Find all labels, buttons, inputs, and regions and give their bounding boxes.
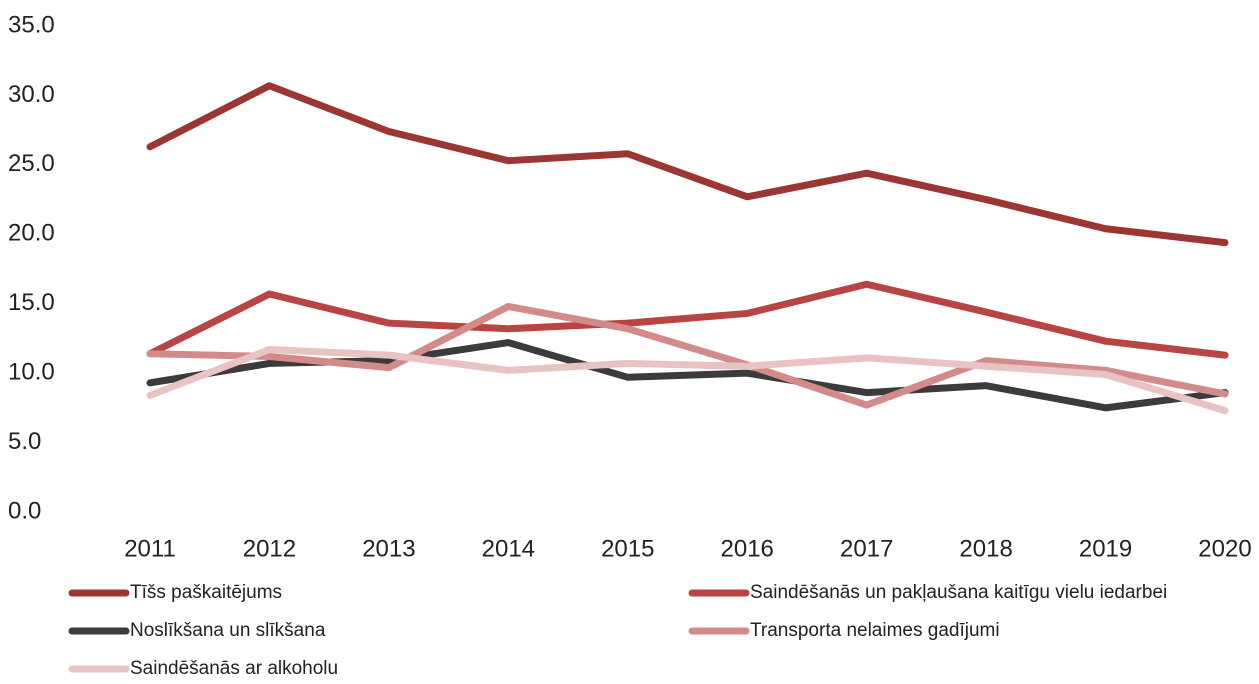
- x-tick-label: 2016: [721, 535, 774, 562]
- y-tick-label: 0.0: [8, 497, 41, 524]
- y-tick-label: 25.0: [8, 150, 55, 177]
- y-tick-label: 20.0: [8, 220, 55, 247]
- x-tick-label: 2011: [124, 535, 176, 562]
- series-line: [146, 82, 1229, 247]
- series-line: [146, 346, 1229, 415]
- legend-label: Noslīkšana un slīkšana: [130, 620, 326, 641]
- legend-label: Saindēšanās ar alkoholu: [130, 658, 338, 679]
- x-tick-label: 2015: [601, 535, 654, 562]
- legend-label: Tīšs paškaitējums: [130, 582, 282, 603]
- x-tick-label: 2013: [362, 535, 415, 562]
- series-line: [146, 280, 1229, 359]
- x-tick-label: 2012: [243, 535, 296, 562]
- y-tick-label: 15.0: [8, 289, 55, 316]
- y-tick-label: 35.0: [8, 11, 55, 38]
- x-tick-label: 2018: [959, 535, 1012, 562]
- y-tick-label: 30.0: [8, 81, 55, 108]
- x-tick-label: 2014: [482, 535, 535, 562]
- legend-label: Transporta nelaimes gadījumi: [750, 620, 1000, 641]
- y-tick-label: 5.0: [8, 428, 41, 455]
- series-line: [146, 302, 1229, 409]
- x-tick-label: 2019: [1079, 535, 1132, 562]
- y-tick-label: 10.0: [8, 358, 55, 385]
- x-tick-label: 2017: [840, 535, 893, 562]
- legend-label: Saindēšanās un pakļaušana kaitīgu vielu …: [750, 582, 1167, 603]
- x-tick-label: 2020: [1198, 535, 1251, 562]
